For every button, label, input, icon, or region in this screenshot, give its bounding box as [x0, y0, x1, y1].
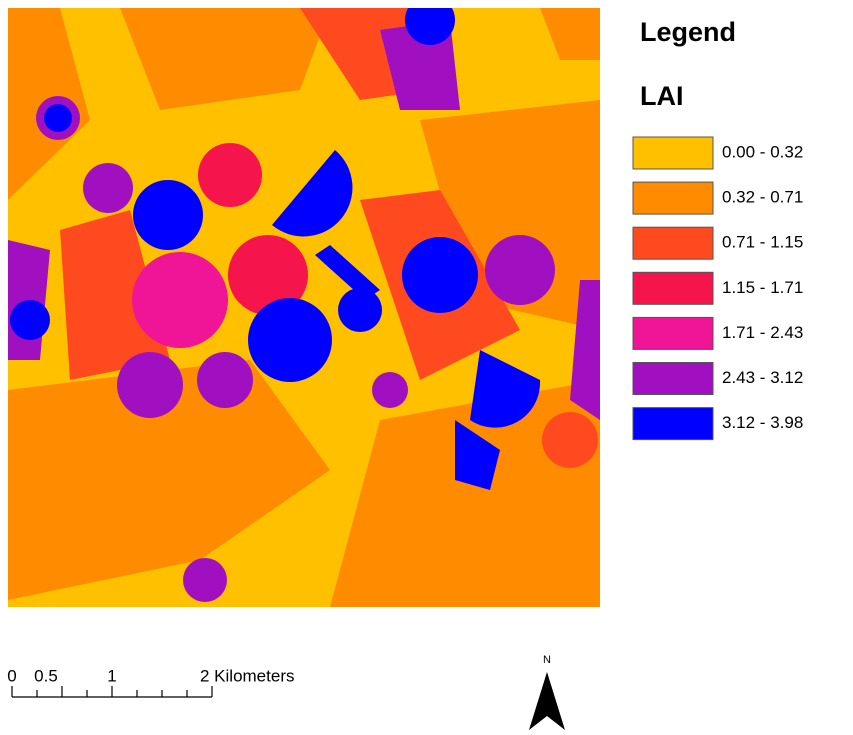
map-field — [372, 372, 408, 408]
legend-label: 1.71 - 2.43 — [722, 323, 803, 342]
map-field — [402, 237, 478, 313]
map-layout: Legend LAI 0.00 - 0.32 0.32 - 0.71 0.71 - … — [0, 0, 853, 735]
lai-map — [8, 0, 600, 607]
map-field — [542, 412, 598, 468]
scale-bar: 0 0.5 1 2 Kilometers — [7, 666, 294, 697]
map-field — [117, 352, 183, 418]
map-field — [133, 180, 203, 250]
map-field — [183, 558, 227, 602]
legend-swatch — [633, 182, 713, 214]
legend-swatch — [633, 227, 713, 259]
map-field — [248, 298, 332, 382]
north-label: N — [543, 654, 551, 666]
legend-items: 0.00 - 0.32 0.32 - 0.71 0.71 - 1.15 1.15 - … — [633, 137, 803, 440]
legend-label: 0.32 - 0.71 — [722, 188, 803, 207]
scale-label: 2 Kilometers — [200, 666, 294, 685]
map-field — [197, 352, 253, 408]
scale-label: 0 — [7, 666, 16, 685]
legend-swatch — [633, 317, 713, 349]
map-field — [83, 163, 133, 213]
map-field — [44, 104, 72, 132]
north-arrow — [547, 672, 565, 730]
map-field — [198, 143, 262, 207]
map-field — [10, 300, 50, 340]
map-field — [485, 235, 555, 305]
page: {"legend": {"title": "Legend", "subtitle… — [0, 0, 853, 735]
legend-swatch — [633, 272, 713, 304]
legend-swatch — [633, 137, 713, 169]
legend-label: 2.43 - 3.12 — [722, 368, 803, 387]
scale-label: 0.5 — [34, 666, 58, 685]
north-arrow — [529, 672, 547, 730]
legend-swatch — [633, 363, 713, 395]
legend-subtitle: LAI — [640, 81, 684, 111]
scale-label: 1 — [107, 666, 116, 685]
legend-label: 1.15 - 1.71 — [722, 278, 803, 297]
legend-label: 0.00 - 0.32 — [722, 142, 803, 161]
map-field — [132, 252, 228, 348]
legend-title: Legend — [640, 17, 736, 47]
map-field — [338, 288, 382, 332]
legend-label: 0.71 - 1.15 — [722, 233, 803, 252]
legend-label: 3.12 - 3.98 — [722, 413, 803, 432]
legend-swatch — [633, 408, 713, 440]
